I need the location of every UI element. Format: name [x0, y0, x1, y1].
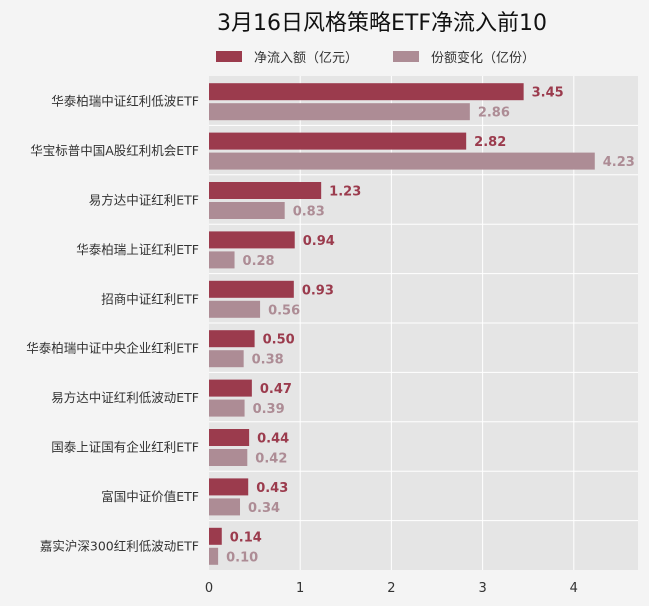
- value-label-net-inflow: 0.47: [260, 382, 292, 397]
- bar-share-change: [209, 449, 248, 466]
- legend-label-net-inflow: 净流入额（亿元）: [254, 51, 358, 66]
- value-labels: 3.45 2.86 2.82 4.23 1.23 0.83 0.94 0.28 0.930.56…: [226, 86, 635, 566]
- bar-share-change: [209, 251, 235, 269]
- x-tick-label: 0: [205, 581, 213, 596]
- bar-share-change: [209, 498, 241, 516]
- legend-label-share-change: 份额变化（亿份）: [431, 50, 535, 66]
- bar-net-inflow: [209, 182, 322, 199]
- category-label: 招商中证红利ETF: [101, 291, 199, 306]
- category-label: 嘉实沪深300红利低波动ETF: [40, 538, 199, 553]
- value-label-net-inflow: 3.45: [532, 86, 564, 101]
- value-label-net-inflow: 2.82: [474, 135, 506, 150]
- chart-title: 3月16日风格策略ETF净流入前10: [217, 11, 547, 36]
- bar-share-change: [209, 300, 261, 318]
- x-tick-labels: 0 1 2 3 4: [205, 581, 578, 596]
- value-label-share-change: 0.42: [255, 452, 287, 467]
- bar-net-inflow: [209, 429, 250, 446]
- value-label-share-change: 0.83: [293, 205, 325, 220]
- value-label-net-inflow: 0.14: [230, 530, 262, 545]
- category-labels: 华泰柏瑞中证红利低波ETF 华宝标普中国A股红利机会ETF 易方达中证红利ETF 华泰…: [26, 94, 199, 554]
- category-label: 华泰柏瑞中证红利低波ETF: [51, 94, 199, 109]
- value-label-net-inflow: 0.44: [257, 432, 289, 447]
- x-tick-label: 1: [296, 581, 304, 596]
- category-label: 国泰上证国有企业红利ETF: [51, 440, 199, 455]
- value-label-share-change: 0.39: [253, 402, 285, 417]
- bar-share-change: [209, 399, 245, 417]
- legend-swatch-share-change: [393, 51, 419, 62]
- value-label-share-change: 0.28: [243, 254, 275, 269]
- category-label: 富国中证价值ETF: [101, 489, 199, 504]
- value-label-share-change: 0.56: [268, 303, 300, 318]
- value-label-share-change: 0.34: [248, 501, 280, 516]
- bar-share-change: [209, 350, 244, 368]
- x-tick-label: 2: [387, 581, 395, 596]
- bar-share-change: [209, 547, 219, 565]
- category-label: 易方达中证红利低波动ETF: [51, 390, 199, 405]
- value-label-share-change: 0.10: [226, 550, 258, 565]
- bar-net-inflow: [209, 280, 294, 298]
- legend-swatch-net-inflow: [216, 51, 242, 62]
- category-label: 华泰柏瑞中证中央企业红利ETF: [26, 341, 199, 356]
- value-label-share-change: 4.23: [603, 155, 635, 170]
- value-label-net-inflow: 0.43: [256, 481, 288, 496]
- bar-net-inflow: [209, 231, 295, 249]
- bar-share-change: [209, 103, 470, 121]
- value-label-net-inflow: 0.93: [302, 283, 334, 298]
- bars: [209, 83, 595, 565]
- bar-share-change: [209, 152, 595, 170]
- category-label: 易方达中证红利ETF: [89, 193, 199, 208]
- value-label-share-change: 0.38: [252, 353, 284, 368]
- category-label: 华宝标普中国A股红利机会ETF: [30, 143, 199, 158]
- bar-share-change: [209, 202, 285, 219]
- bar-net-inflow: [209, 132, 467, 150]
- bar-net-inflow: [209, 330, 255, 348]
- bar-net-inflow: [209, 478, 249, 496]
- category-label: 华泰柏瑞上证红利ETF: [76, 242, 199, 257]
- legend: 净流入额（亿元） 份额变化（亿份）: [216, 50, 535, 66]
- value-label-share-change: 2.86: [478, 106, 510, 121]
- value-label-net-inflow: 1.23: [329, 185, 361, 200]
- bar-net-inflow: [209, 83, 524, 101]
- x-tick-label: 3: [478, 581, 486, 596]
- bar-net-inflow: [209, 379, 252, 397]
- value-label-net-inflow: 0.50: [263, 333, 295, 348]
- value-label-net-inflow: 0.94: [303, 234, 335, 249]
- bar-net-inflow: [209, 527, 222, 545]
- x-tick-label: 4: [570, 581, 578, 596]
